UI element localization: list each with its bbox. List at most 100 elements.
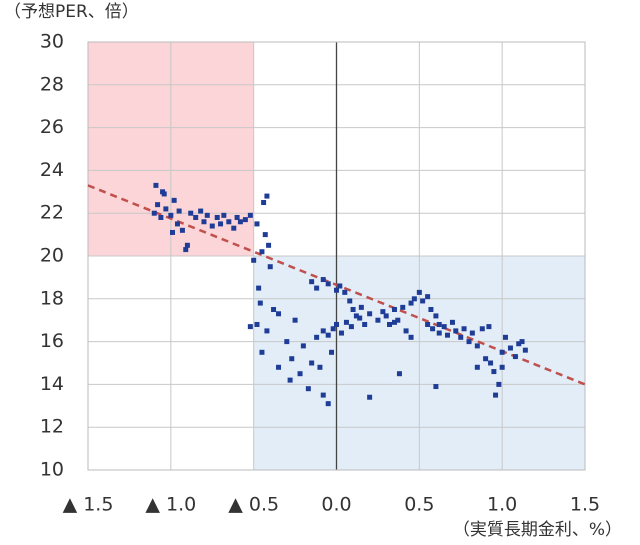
y-tick-label: 28 [40, 73, 64, 95]
scatter-point [502, 334, 508, 340]
scatter-point [428, 307, 434, 312]
scatter-point [338, 330, 344, 336]
scatter-point [436, 321, 442, 327]
scatter-point [367, 311, 373, 317]
scatter-point [161, 191, 167, 197]
scatter-point [168, 212, 174, 218]
scatter-point [209, 223, 215, 229]
scatter-point [342, 289, 348, 295]
scatter-point [458, 334, 464, 340]
scatter-point [474, 364, 480, 370]
scatter-point [320, 392, 326, 398]
scatter-point [519, 339, 525, 345]
scatter-point [184, 242, 190, 248]
scatter-point [163, 206, 169, 212]
scatter-point [305, 386, 311, 392]
scatter-point [334, 287, 339, 293]
scatter-point [408, 300, 414, 306]
scatter-point [314, 285, 320, 291]
scatter-point [262, 232, 268, 238]
scatter-point [174, 221, 180, 227]
scatter-point [300, 343, 306, 349]
x-tick-label: 1.5 [570, 494, 600, 516]
scatter-point [507, 345, 513, 351]
scatter-point [430, 326, 436, 332]
scatter-point [334, 321, 339, 327]
scatter-point [441, 324, 447, 330]
scatter-point [193, 214, 199, 220]
scatter-point [254, 321, 260, 327]
scatter-point [486, 324, 492, 330]
scatter-point [201, 219, 207, 225]
scatter-point [276, 311, 282, 317]
scatter-point [350, 307, 356, 312]
y-tick-label: 10 [40, 459, 64, 481]
scatter-point [183, 247, 189, 253]
scatter-point [221, 212, 227, 218]
scatter-point [461, 326, 467, 332]
scatter-point [488, 360, 494, 366]
scatter-point [266, 242, 272, 248]
scatter-point [264, 328, 270, 334]
scatter-point [289, 356, 295, 362]
scatter-point [522, 347, 528, 353]
scatter-point [276, 364, 282, 370]
scatter-point [391, 319, 397, 325]
scatter-point [375, 317, 381, 323]
scatter-point [257, 300, 263, 306]
scatter-point [330, 326, 336, 332]
scatter-point [493, 392, 499, 398]
scatter-point [271, 307, 277, 312]
scatter-point [309, 279, 315, 285]
scatter-point [259, 349, 265, 355]
scatter-point [353, 313, 359, 319]
scatter-point [436, 330, 442, 336]
scatter-point [395, 317, 401, 323]
scatter-point [348, 324, 354, 330]
scatter-point [204, 212, 210, 218]
scatter-point [483, 356, 489, 362]
scatter-point [499, 349, 505, 355]
y-tick-label: 12 [40, 416, 64, 438]
scatter-point [466, 339, 472, 345]
x-tick-label: ▲ 1.0 [145, 494, 196, 516]
scatter-point [329, 349, 335, 355]
y-tick-label: 22 [40, 202, 64, 224]
y-tick-label: 18 [40, 287, 64, 309]
x-axis-label: （実質長期金利、%） [453, 520, 622, 540]
scatter-point [357, 315, 363, 321]
scatter-point [188, 210, 194, 216]
x-tick-label: 1.0 [487, 494, 517, 516]
scatter-point [284, 339, 290, 345]
scatter-point [251, 257, 257, 263]
scatter-point [287, 377, 293, 383]
scatter-point [425, 321, 431, 327]
scatter-point [420, 298, 426, 304]
scatter-point [155, 202, 161, 208]
scatter-point [231, 225, 237, 231]
scatter-point [320, 328, 326, 334]
x-tick-label: ▲ 1.5 [63, 494, 114, 516]
scatter-point [264, 193, 270, 199]
y-tick-label: 24 [40, 159, 64, 181]
scatter-point [237, 219, 243, 225]
scatter-point [198, 208, 204, 214]
scatter-point [292, 317, 298, 323]
scatter-point [516, 341, 522, 347]
y-tick-label: 30 [40, 31, 64, 53]
scatter-point [267, 264, 273, 270]
scatter-point [479, 326, 485, 332]
scatter-point [400, 304, 406, 310]
scatter-point [444, 332, 450, 338]
scatter-point [433, 384, 439, 390]
scatter-point [234, 214, 240, 220]
scatter-point [449, 319, 455, 325]
scatter-point [380, 309, 386, 315]
scatter-point [474, 343, 480, 349]
x-tick-label: ▲ 0.5 [228, 494, 279, 516]
scatter-point [416, 289, 422, 295]
y-tick-label: 26 [40, 116, 64, 138]
scatter-point [512, 354, 518, 360]
scatter-point [337, 283, 343, 289]
